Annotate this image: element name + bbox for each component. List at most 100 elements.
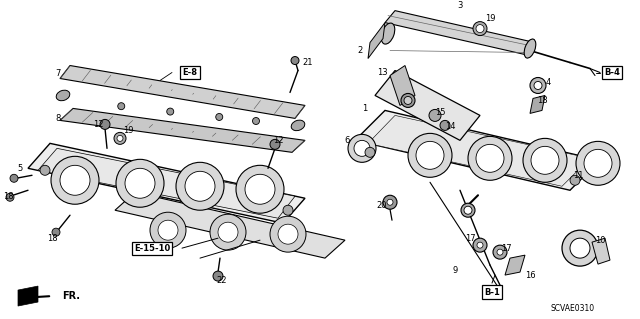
Circle shape xyxy=(523,138,567,182)
Text: 12: 12 xyxy=(93,120,103,129)
Circle shape xyxy=(570,175,580,185)
Circle shape xyxy=(440,120,450,130)
Text: 13: 13 xyxy=(377,68,387,77)
Text: 14: 14 xyxy=(445,122,455,131)
Circle shape xyxy=(383,195,397,209)
Circle shape xyxy=(530,78,546,93)
Circle shape xyxy=(278,224,298,244)
Circle shape xyxy=(348,134,376,162)
Ellipse shape xyxy=(524,39,536,58)
Circle shape xyxy=(158,220,178,240)
Circle shape xyxy=(114,132,126,145)
Text: 17: 17 xyxy=(465,234,476,243)
Circle shape xyxy=(117,135,123,141)
Circle shape xyxy=(210,214,246,250)
Text: 16: 16 xyxy=(525,271,535,279)
Text: 18: 18 xyxy=(537,96,547,105)
Text: 20: 20 xyxy=(377,201,387,210)
Polygon shape xyxy=(38,148,295,218)
Circle shape xyxy=(473,22,487,36)
Circle shape xyxy=(576,141,620,185)
Circle shape xyxy=(493,245,507,259)
Text: FR.: FR. xyxy=(62,291,80,301)
Text: B-4: B-4 xyxy=(604,68,620,77)
Circle shape xyxy=(253,117,259,124)
Circle shape xyxy=(473,238,487,252)
Circle shape xyxy=(476,25,484,33)
Text: 12: 12 xyxy=(273,136,284,145)
Polygon shape xyxy=(368,115,590,186)
Circle shape xyxy=(100,119,110,130)
Text: 19: 19 xyxy=(484,14,495,23)
Circle shape xyxy=(497,249,503,255)
Text: 19: 19 xyxy=(123,126,133,135)
Polygon shape xyxy=(505,255,525,275)
Circle shape xyxy=(216,114,223,121)
Circle shape xyxy=(354,140,370,156)
Circle shape xyxy=(270,139,280,149)
Circle shape xyxy=(477,242,483,248)
Text: E-15-10: E-15-10 xyxy=(134,244,170,253)
Circle shape xyxy=(185,171,215,201)
Polygon shape xyxy=(60,108,305,152)
Text: 8: 8 xyxy=(55,114,61,123)
Text: B-1: B-1 xyxy=(484,287,500,297)
Circle shape xyxy=(476,145,504,172)
Polygon shape xyxy=(60,65,305,118)
Text: 22: 22 xyxy=(217,276,227,285)
Circle shape xyxy=(176,162,224,210)
Circle shape xyxy=(562,230,598,266)
Circle shape xyxy=(401,93,415,108)
Circle shape xyxy=(270,216,306,252)
Text: 21: 21 xyxy=(303,58,313,67)
Text: 18: 18 xyxy=(3,192,13,201)
Circle shape xyxy=(213,271,223,281)
Text: 6: 6 xyxy=(344,136,349,145)
Text: E-8: E-8 xyxy=(182,68,198,77)
Circle shape xyxy=(118,103,125,110)
Ellipse shape xyxy=(291,120,305,131)
Text: 5: 5 xyxy=(17,164,22,173)
Ellipse shape xyxy=(56,90,70,101)
Text: 3: 3 xyxy=(458,1,463,10)
Ellipse shape xyxy=(381,23,395,44)
Circle shape xyxy=(167,108,173,115)
Circle shape xyxy=(150,212,186,248)
Circle shape xyxy=(461,203,475,217)
Text: 4: 4 xyxy=(545,78,550,87)
Circle shape xyxy=(51,156,99,204)
Circle shape xyxy=(416,141,444,169)
Polygon shape xyxy=(375,70,480,140)
Text: 15: 15 xyxy=(435,108,445,117)
Circle shape xyxy=(283,205,293,215)
Polygon shape xyxy=(530,95,545,114)
Text: 17: 17 xyxy=(500,244,511,253)
Circle shape xyxy=(570,238,590,258)
Circle shape xyxy=(387,199,393,205)
Circle shape xyxy=(245,174,275,204)
Circle shape xyxy=(236,165,284,213)
Polygon shape xyxy=(18,286,38,306)
Circle shape xyxy=(52,228,60,236)
Text: 10: 10 xyxy=(595,236,605,245)
Text: 7: 7 xyxy=(55,69,61,78)
Circle shape xyxy=(365,147,375,157)
Circle shape xyxy=(584,149,612,177)
Polygon shape xyxy=(115,192,345,258)
Polygon shape xyxy=(390,65,415,106)
Circle shape xyxy=(429,109,441,122)
Circle shape xyxy=(534,81,542,89)
Text: 18: 18 xyxy=(47,234,58,243)
Text: 11: 11 xyxy=(573,171,583,180)
Circle shape xyxy=(531,146,559,174)
Circle shape xyxy=(10,174,18,182)
Circle shape xyxy=(408,133,452,177)
Text: 2: 2 xyxy=(357,46,363,55)
Circle shape xyxy=(218,222,238,242)
Circle shape xyxy=(40,165,50,175)
Polygon shape xyxy=(385,11,535,55)
Polygon shape xyxy=(368,23,385,58)
Polygon shape xyxy=(28,143,305,223)
Circle shape xyxy=(464,206,472,214)
Circle shape xyxy=(404,96,412,104)
